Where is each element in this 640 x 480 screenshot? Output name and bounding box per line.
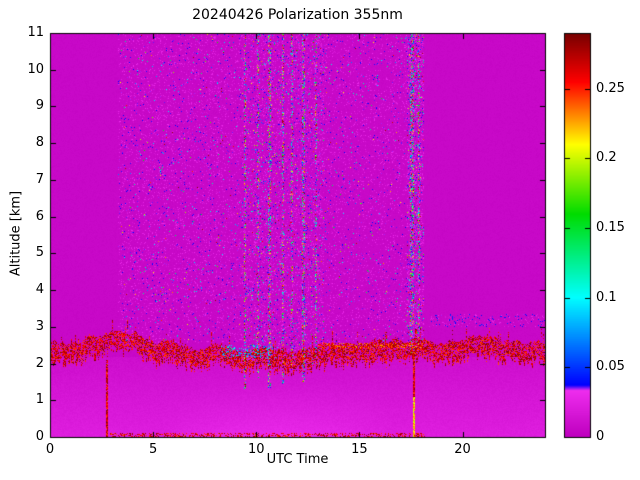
x-axis-label: UTC Time xyxy=(266,452,329,467)
y-tick-label: 1 xyxy=(35,392,44,408)
colorbar-tick-label: 0.25 xyxy=(596,80,625,96)
y-tick-label: 6 xyxy=(35,208,44,224)
chart-title: 20240426 Polarization 355nm xyxy=(192,7,403,23)
y-tick-label: 9 xyxy=(35,98,44,114)
x-tick-label: 5 xyxy=(148,442,158,457)
y-tick-label: 11 xyxy=(27,25,44,40)
x-tick-label: 20 xyxy=(454,442,471,457)
x-tick-label: 15 xyxy=(351,442,368,457)
x-tick-label: 10 xyxy=(247,442,265,457)
y-tick-label: 8 xyxy=(35,135,44,151)
y-tick-label: 4 xyxy=(35,282,44,298)
y-tick-label: 7 xyxy=(35,171,44,187)
y-tick-label: 10 xyxy=(27,61,44,77)
colorbar-tick-label: 0.15 xyxy=(596,220,625,236)
y-tick-label: 3 xyxy=(35,318,44,334)
x-tick-label: 0 xyxy=(45,442,55,457)
y-axis-label: Altitude [km] xyxy=(8,190,24,277)
y-tick-label: 2 xyxy=(35,355,44,371)
colorbar-tick-label: 0.2 xyxy=(596,150,617,166)
y-tick-label: 5 xyxy=(35,245,44,261)
y-tick-label: 0 xyxy=(35,429,44,444)
colorbar-tick-label: 0 xyxy=(596,429,605,444)
colorbar-tick-label: 0.1 xyxy=(596,289,617,305)
colorbar-tick-label: 0.05 xyxy=(596,359,625,375)
